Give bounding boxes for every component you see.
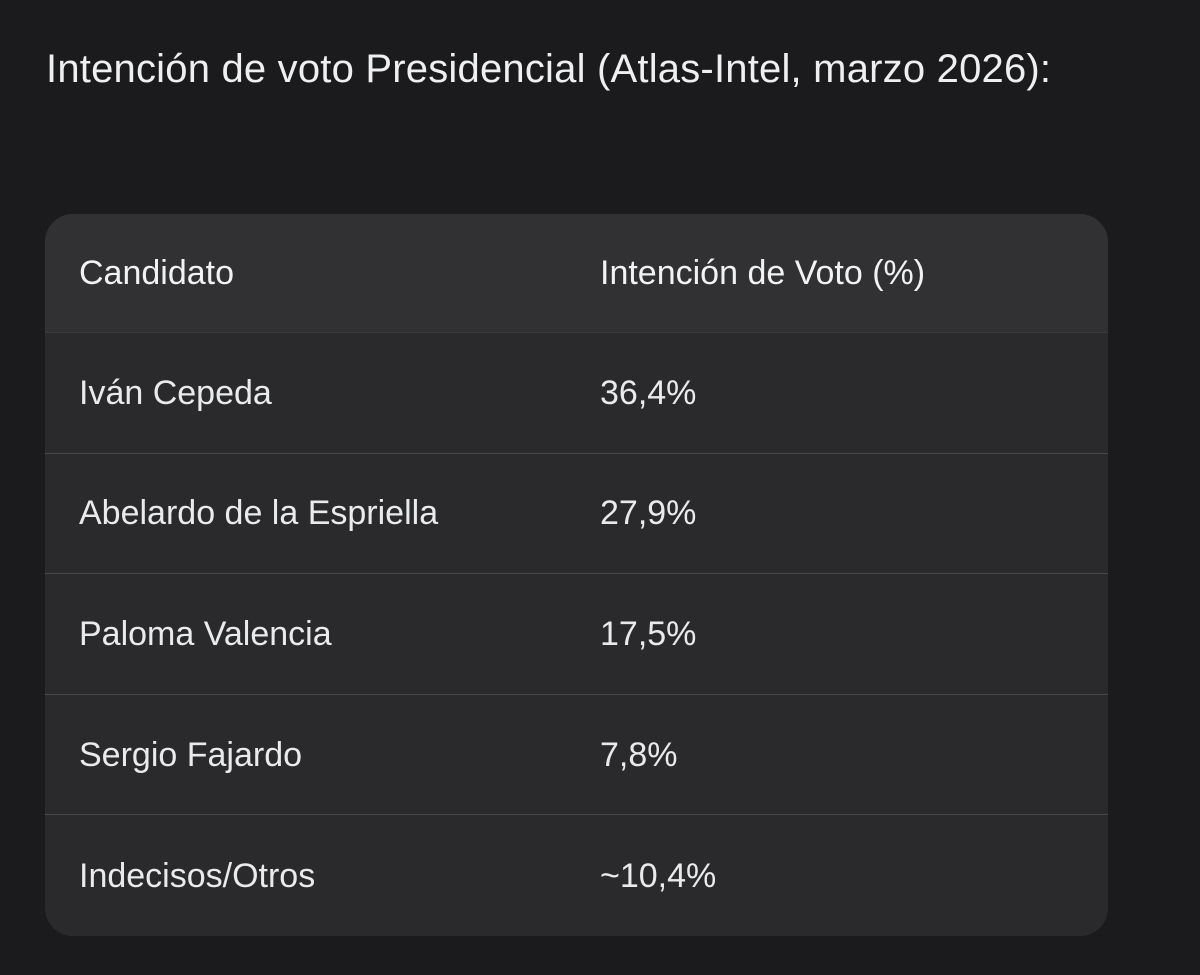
vote-percentage: 17,5% [600, 614, 697, 653]
table-row: Iván Cepeda 36,4% [45, 333, 1108, 454]
poll-table: Candidato Intención de Voto (%) Iván Cep… [45, 214, 1108, 936]
candidate-name: Sergio Fajardo [79, 735, 303, 774]
column-header-candidate: Candidato [79, 254, 235, 292]
vote-percentage: 36,4% [600, 373, 697, 412]
vote-percentage: ~10,4% [600, 856, 717, 895]
vote-percentage: 27,9% [600, 494, 697, 533]
candidate-name: Paloma Valencia [79, 614, 332, 653]
table-row: Abelardo de la Espriella 27,9% [45, 453, 1108, 575]
table-row: Indecisos/Otros ~10,4% [45, 815, 1108, 936]
candidate-name: Iván Cepeda [79, 373, 272, 412]
candidate-name: Abelardo de la Espriella [79, 494, 439, 533]
candidate-name: Indecisos/Otros [79, 856, 316, 895]
page-title: Intención de voto Presidencial (Atlas-In… [46, 47, 1052, 91]
table-row: Sergio Fajardo 7,8% [45, 694, 1108, 816]
table-row: Paloma Valencia 17,5% [45, 574, 1108, 695]
column-header-vote-intention: Intención de Voto (%) [600, 254, 926, 292]
table-header: Candidato Intención de Voto (%) [45, 214, 1108, 333]
vote-percentage: 7,8% [600, 735, 678, 774]
